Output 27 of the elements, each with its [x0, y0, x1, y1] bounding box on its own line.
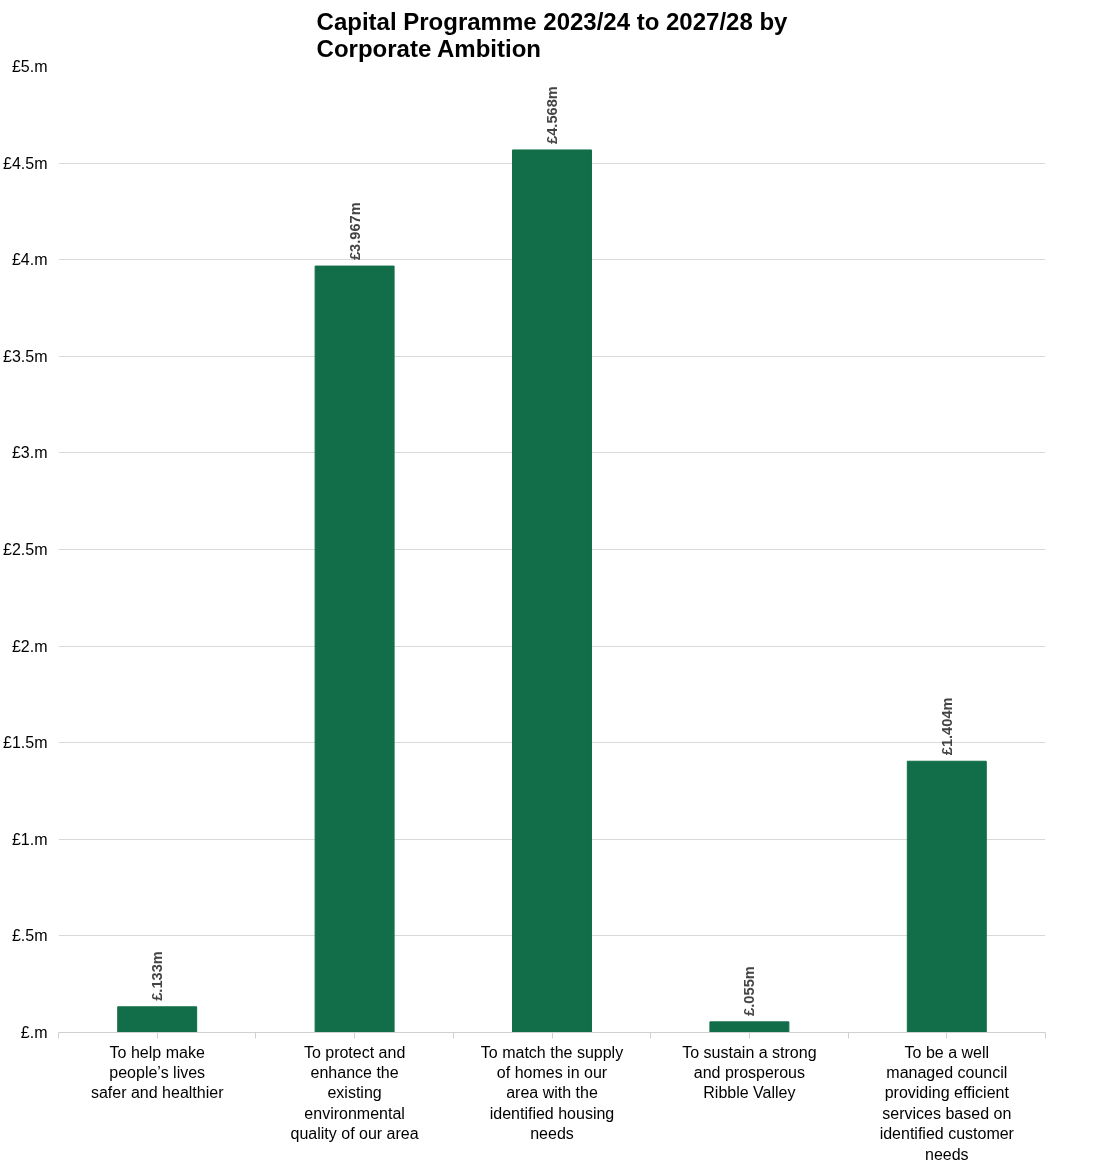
- data-label: £3.967m: [346, 202, 363, 261]
- y-tick-label: £.m: [20, 1024, 48, 1041]
- data-label: £.133m: [149, 951, 166, 1001]
- y-tick-label: £1.5m: [3, 734, 48, 752]
- bar: [906, 760, 987, 1033]
- x-tick-label: To match the supply of homes in our area with the identified housing needs: [480, 1043, 624, 1143]
- y-tick-label: £5.m: [11, 58, 48, 75]
- y-tick-label: £1.m: [11, 830, 48, 848]
- y-tick-label: £2.m: [11, 637, 48, 655]
- x-tick-label: To help make people’s lives safer and healthier: [90, 1043, 225, 1102]
- bar: [314, 265, 395, 1033]
- bar: [117, 1006, 198, 1033]
- bar: [709, 1021, 790, 1033]
- y-tick-label: £4.m: [11, 251, 48, 269]
- data-label: £4.568m: [544, 86, 560, 144]
- chart-title: Capital Programme 2023/24 to 2027/28 by Corporate Ambition: [316, 7, 789, 62]
- y-tick-label: £2.5m: [3, 541, 48, 558]
- x-tick-label: To protect and enhance the existing environmental quality of our area: [290, 1043, 419, 1143]
- x-tick-label: To sustain a strong and prosperous Ribble Valley: [682, 1043, 817, 1102]
- y-tick-label: £3.5m: [3, 347, 48, 365]
- y-tick-label: £4.5m: [3, 154, 48, 172]
- y-tick-label: £3.m: [11, 444, 48, 462]
- data-label: £.055m: [741, 966, 758, 1016]
- bar: [512, 149, 592, 1033]
- y-tick-label: £.5m: [11, 927, 48, 945]
- x-tick-label: To be a well managed council providing efficient services based on identified customer needs: [879, 1043, 1015, 1163]
- data-label: £1.404m: [938, 697, 955, 756]
